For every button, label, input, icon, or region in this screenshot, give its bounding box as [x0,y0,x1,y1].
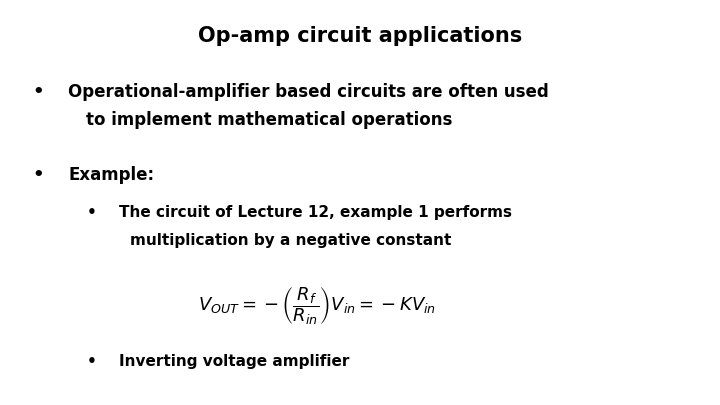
Text: •: • [86,354,96,369]
Text: Op-amp circuit applications: Op-amp circuit applications [198,26,522,46]
Text: •: • [32,83,44,101]
Text: The circuit of Lecture 12, example 1 performs: The circuit of Lecture 12, example 1 per… [119,205,512,220]
Text: •: • [32,166,44,184]
Text: $V_{OUT} = -\left(\dfrac{R_f}{R_{in}}\right)V_{in} = -KV_{in}$: $V_{OUT} = -\left(\dfrac{R_f}{R_{in}}\ri… [198,286,436,327]
Text: •: • [86,205,96,220]
Text: to implement mathematical operations: to implement mathematical operations [86,111,453,129]
Text: Inverting voltage amplifier: Inverting voltage amplifier [119,354,349,369]
Text: Example:: Example: [68,166,155,184]
Text: multiplication by a negative constant: multiplication by a negative constant [130,233,451,248]
Text: Operational-amplifier based circuits are often used: Operational-amplifier based circuits are… [68,83,549,101]
